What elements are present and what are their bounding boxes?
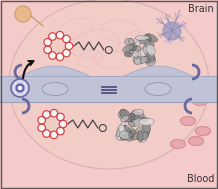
Ellipse shape xyxy=(132,112,144,120)
Text: Brain: Brain xyxy=(188,4,214,14)
Ellipse shape xyxy=(143,126,150,136)
Circle shape xyxy=(65,42,73,50)
Bar xyxy=(0,76,218,102)
Ellipse shape xyxy=(181,116,196,125)
Ellipse shape xyxy=(136,126,150,136)
Ellipse shape xyxy=(129,45,136,53)
Ellipse shape xyxy=(139,132,148,140)
Circle shape xyxy=(44,38,51,46)
Ellipse shape xyxy=(146,34,158,42)
Ellipse shape xyxy=(140,48,148,57)
Ellipse shape xyxy=(123,45,133,52)
Ellipse shape xyxy=(125,133,133,141)
Circle shape xyxy=(63,49,70,57)
Ellipse shape xyxy=(130,110,139,126)
Ellipse shape xyxy=(128,113,135,120)
Circle shape xyxy=(163,22,181,40)
Ellipse shape xyxy=(130,118,145,127)
Ellipse shape xyxy=(9,0,209,169)
Circle shape xyxy=(56,53,64,61)
Ellipse shape xyxy=(146,56,156,66)
Ellipse shape xyxy=(134,58,141,65)
Ellipse shape xyxy=(145,58,150,63)
Ellipse shape xyxy=(129,43,137,51)
Circle shape xyxy=(59,120,67,128)
Ellipse shape xyxy=(135,37,147,46)
Ellipse shape xyxy=(137,132,149,140)
Ellipse shape xyxy=(139,118,154,125)
Ellipse shape xyxy=(128,121,135,127)
Circle shape xyxy=(56,31,64,39)
Ellipse shape xyxy=(118,109,127,119)
Ellipse shape xyxy=(146,53,155,63)
Ellipse shape xyxy=(135,35,150,40)
Circle shape xyxy=(43,111,50,118)
Ellipse shape xyxy=(141,117,148,122)
Ellipse shape xyxy=(120,133,133,140)
Ellipse shape xyxy=(132,109,144,116)
Ellipse shape xyxy=(116,132,128,141)
Circle shape xyxy=(15,6,31,22)
Ellipse shape xyxy=(119,131,131,139)
Ellipse shape xyxy=(124,125,133,138)
Ellipse shape xyxy=(126,46,130,56)
Ellipse shape xyxy=(140,56,148,63)
Circle shape xyxy=(43,130,50,137)
Circle shape xyxy=(57,113,64,121)
Ellipse shape xyxy=(137,56,143,64)
Circle shape xyxy=(11,79,29,97)
Ellipse shape xyxy=(129,46,141,54)
Circle shape xyxy=(50,131,58,139)
Ellipse shape xyxy=(143,44,152,53)
Ellipse shape xyxy=(129,39,135,47)
Ellipse shape xyxy=(189,136,203,146)
Ellipse shape xyxy=(146,44,155,56)
Ellipse shape xyxy=(122,128,134,140)
Circle shape xyxy=(57,127,64,135)
Ellipse shape xyxy=(133,56,141,64)
Circle shape xyxy=(63,35,70,43)
Ellipse shape xyxy=(124,52,132,57)
Ellipse shape xyxy=(192,97,208,105)
Circle shape xyxy=(50,109,58,117)
Circle shape xyxy=(38,124,46,132)
Ellipse shape xyxy=(129,130,135,137)
Ellipse shape xyxy=(142,123,151,132)
Ellipse shape xyxy=(117,121,126,135)
Circle shape xyxy=(19,87,22,90)
Circle shape xyxy=(49,52,56,59)
Ellipse shape xyxy=(125,38,134,46)
Circle shape xyxy=(49,33,56,40)
Ellipse shape xyxy=(144,48,149,59)
Ellipse shape xyxy=(121,130,132,136)
Ellipse shape xyxy=(119,125,128,136)
Ellipse shape xyxy=(196,126,211,136)
Ellipse shape xyxy=(144,40,151,47)
Ellipse shape xyxy=(120,109,132,122)
Ellipse shape xyxy=(138,131,143,143)
Ellipse shape xyxy=(146,35,151,41)
Ellipse shape xyxy=(120,115,129,122)
Ellipse shape xyxy=(116,126,126,136)
Ellipse shape xyxy=(145,83,171,95)
Text: Blood: Blood xyxy=(187,174,214,184)
Ellipse shape xyxy=(170,139,186,149)
Ellipse shape xyxy=(140,130,147,142)
Ellipse shape xyxy=(130,132,143,140)
Ellipse shape xyxy=(144,34,151,41)
Ellipse shape xyxy=(139,39,149,43)
Ellipse shape xyxy=(133,51,138,57)
Ellipse shape xyxy=(143,46,153,55)
Ellipse shape xyxy=(42,83,68,95)
Circle shape xyxy=(16,84,24,92)
Circle shape xyxy=(38,116,46,124)
Ellipse shape xyxy=(149,41,154,47)
Circle shape xyxy=(44,46,51,53)
Ellipse shape xyxy=(146,53,155,61)
